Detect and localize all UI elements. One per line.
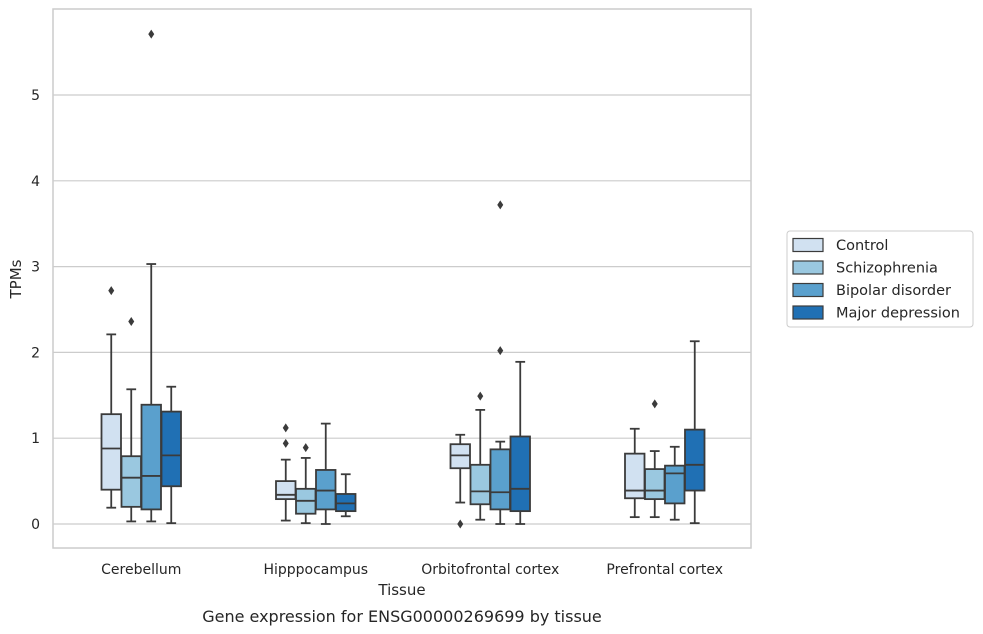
legend-label: Major depression (836, 306, 960, 322)
box-group (489, 200, 511, 525)
outlier-point (302, 443, 309, 453)
legend-frame (786, 230, 974, 328)
y-axis-label: TPMs (7, 259, 25, 299)
box (275, 480, 297, 501)
plot-area-frame (52, 8, 752, 549)
figure-caption: Gene expression for ENSG00000269699 by t… (202, 607, 602, 626)
x-tick-label: Orbitofrontal cortex (421, 562, 559, 578)
box-group (644, 399, 666, 519)
legend-swatch (792, 305, 824, 320)
box-group (275, 423, 297, 522)
box (469, 463, 491, 506)
box (509, 435, 531, 513)
legend-items: Control Schizophrenia Bipolar disorder Majo… (792, 237, 960, 322)
y-tick-labels: 0 1 2 3 4 5 (31, 88, 40, 533)
box-group (449, 433, 471, 529)
outlier-point (282, 438, 289, 448)
box (644, 468, 666, 501)
legend-swatch (792, 260, 824, 275)
box (160, 410, 182, 488)
legend-swatch (792, 282, 824, 298)
box-group (100, 286, 122, 509)
outlier-point (128, 317, 135, 327)
box-group (509, 360, 531, 525)
y-tick-label: 4 (31, 174, 40, 190)
y-tick-label: 5 (31, 88, 40, 104)
box (664, 464, 686, 505)
outlier-point (108, 286, 115, 296)
x-tick-labels: Cerebellum Hipppocampus Orbitofrontal cort… (101, 562, 723, 578)
y-tick-label: 0 (31, 517, 40, 533)
box-group (160, 385, 182, 525)
box-group (315, 422, 337, 525)
outlier-point (497, 346, 504, 356)
box-group (664, 445, 686, 521)
box-group (295, 443, 317, 525)
box-group (469, 391, 491, 521)
y-tick-label: 2 (31, 345, 40, 361)
box (624, 452, 646, 500)
box (120, 455, 142, 508)
boxes (100, 29, 706, 529)
x-tick-label: Cerebellum (101, 562, 181, 578)
box (140, 403, 162, 511)
outlier-point (497, 200, 504, 210)
outlier-point (148, 29, 155, 39)
legend: Control Schizophrenia Bipolar disorder Majo… (786, 230, 974, 328)
outlier-point (282, 423, 289, 433)
legend-label: Schizophrenia (836, 261, 938, 277)
box-group (120, 317, 142, 523)
outlier-point (457, 519, 464, 529)
x-tick-label: Hipppocampus (263, 562, 368, 578)
box-group (684, 340, 706, 525)
y-tick-label: 1 (31, 431, 40, 447)
outlier-point (651, 399, 658, 409)
box (684, 428, 706, 492)
box-group (624, 427, 646, 519)
legend-label: Control (836, 238, 888, 254)
box (489, 448, 511, 511)
legend-label: Bipolar disorder (836, 283, 951, 299)
x-tick-label: Prefrontal cortex (606, 562, 723, 578)
box (100, 413, 122, 491)
legend-swatch (792, 237, 824, 253)
outlier-point (477, 391, 484, 401)
box-group (140, 29, 162, 523)
box-group (335, 473, 357, 518)
x-axis-label: Tissue (377, 581, 425, 599)
y-tick-label: 3 (31, 260, 40, 276)
